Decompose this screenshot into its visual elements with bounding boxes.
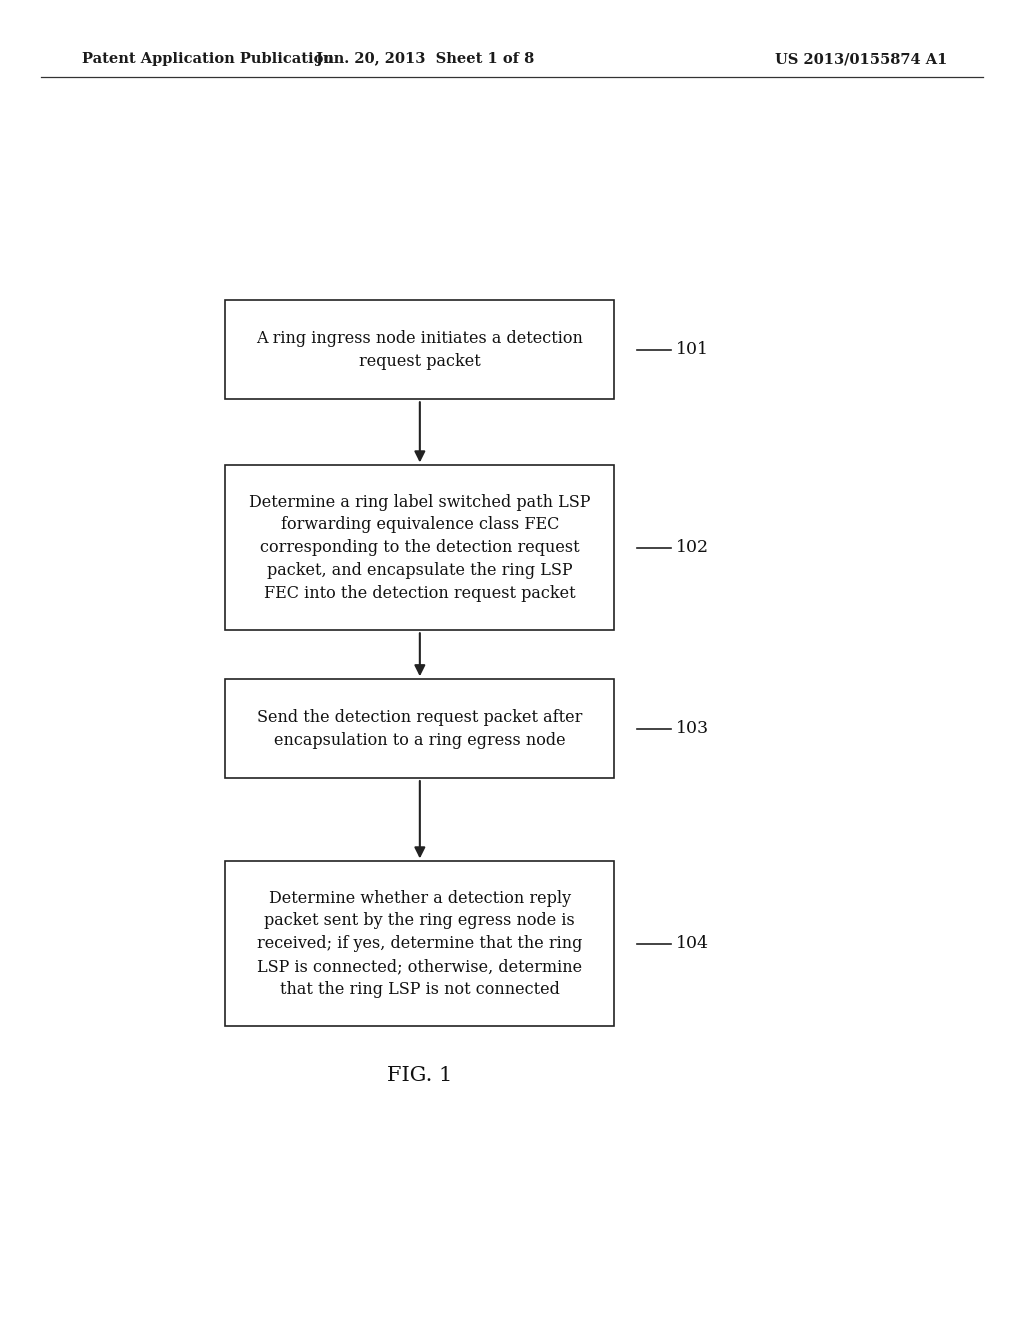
Bar: [225, 466, 614, 631]
Text: FIG. 1: FIG. 1: [387, 1067, 453, 1085]
Text: 102: 102: [676, 540, 709, 556]
Bar: [225, 300, 614, 399]
Text: Determine a ring label switched path LSP
forwarding equivalence class FEC
corres: Determine a ring label switched path LSP…: [249, 494, 591, 602]
Text: 103: 103: [676, 721, 709, 737]
Text: 104: 104: [676, 936, 709, 952]
Text: Determine whether a detection reply
packet sent by the ring egress node is
recei: Determine whether a detection reply pack…: [257, 890, 583, 998]
Text: Send the detection request packet after
encapsulation to a ring egress node: Send the detection request packet after …: [257, 709, 583, 748]
Text: US 2013/0155874 A1: US 2013/0155874 A1: [775, 53, 947, 66]
Bar: [225, 678, 614, 777]
Text: Patent Application Publication: Patent Application Publication: [82, 53, 334, 66]
Text: Jun. 20, 2013  Sheet 1 of 8: Jun. 20, 2013 Sheet 1 of 8: [315, 53, 535, 66]
Text: 101: 101: [676, 342, 709, 358]
Text: A ring ingress node initiates a detection
request packet: A ring ingress node initiates a detectio…: [256, 330, 584, 370]
Bar: [225, 862, 614, 1027]
